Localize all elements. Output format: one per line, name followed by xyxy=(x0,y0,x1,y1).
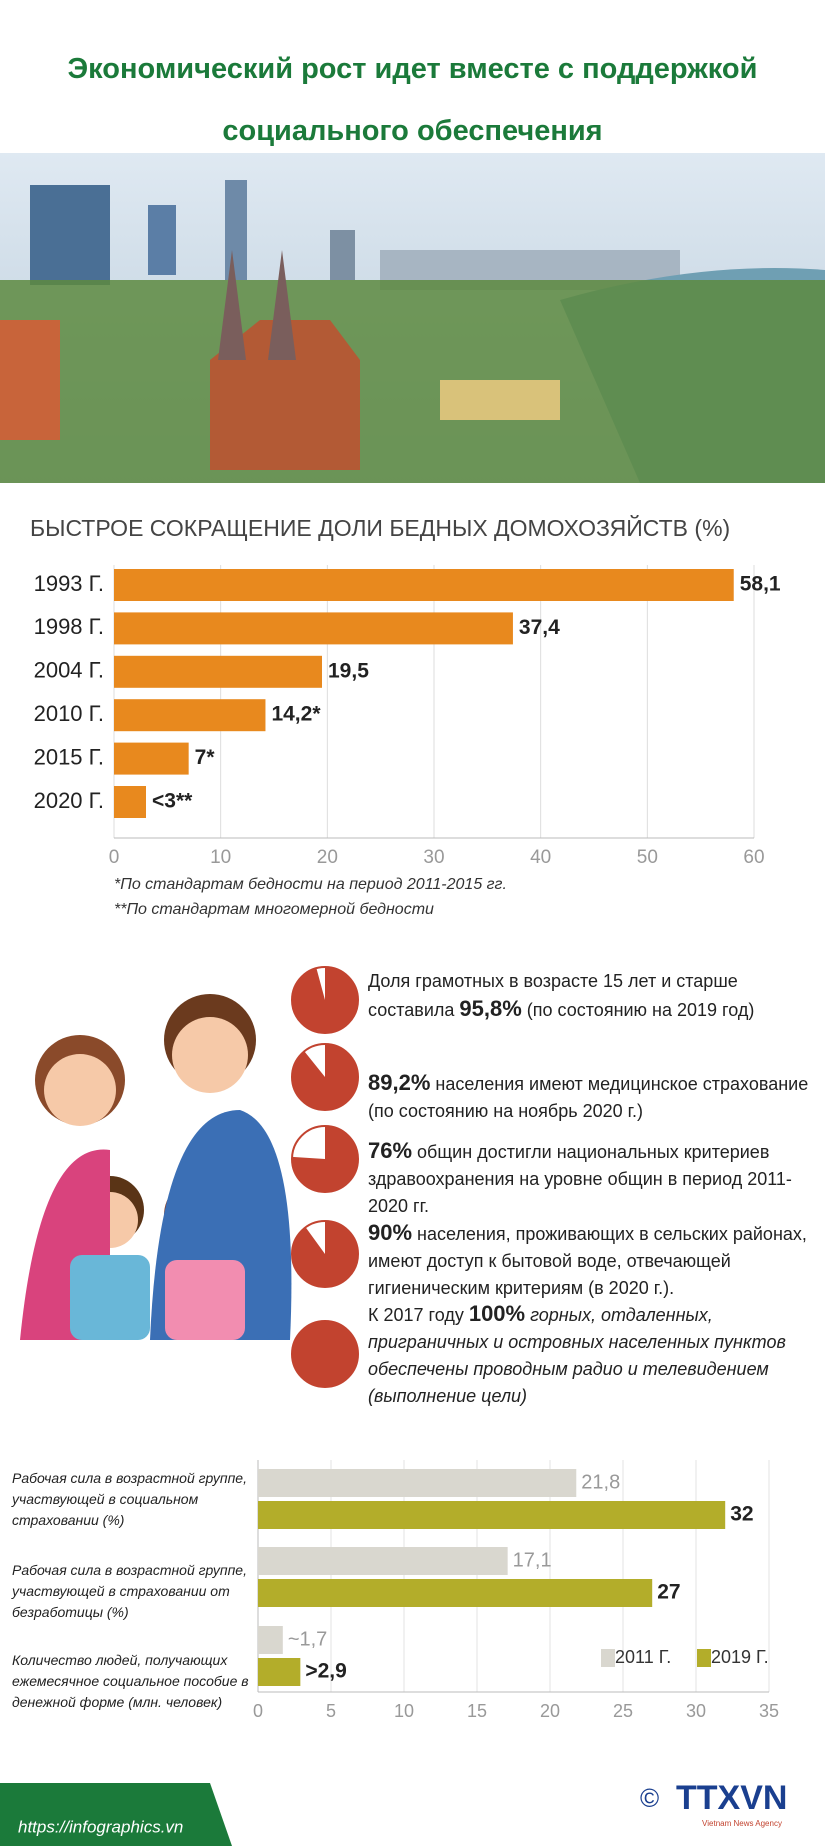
stat-text-before: Доля грамотных в возрасте 15 лет и старш… xyxy=(368,971,738,1020)
legend-swatch xyxy=(697,1649,711,1667)
x-tick-label: 30 xyxy=(686,1701,706,1721)
stat-value: 95,8% xyxy=(459,996,522,1021)
legend-label: 2019 Г. xyxy=(711,1647,769,1667)
footer-url: https://infographics.vn xyxy=(18,1817,183,1836)
stat-text-after: населения, проживающих в сельских района… xyxy=(368,1224,807,1298)
y-tick-label: 1993 Г. xyxy=(34,571,104,596)
value-label: 58,1 xyxy=(740,573,781,596)
pie-slice xyxy=(292,1321,358,1387)
bar xyxy=(114,786,146,818)
stat-text: К 2017 году 100% горных, отдаленных, при… xyxy=(368,1300,818,1410)
stat-text-after: (по состоянию на 2019 год) xyxy=(521,1000,755,1020)
x-tick-label: 10 xyxy=(210,847,231,868)
bar xyxy=(258,1469,577,1497)
bar xyxy=(114,612,513,645)
stat-text-after: общин достигли национальных критериев зд… xyxy=(368,1142,792,1216)
stat-text-after: горных, отдаленных, приграничных и остро… xyxy=(368,1305,786,1406)
y-tick-label: 1998 Г. xyxy=(34,614,104,639)
value-label: 17,1 xyxy=(513,1549,552,1571)
pie-slice xyxy=(291,967,358,1034)
value-label: 37,4 xyxy=(519,616,560,639)
stat-value: 89,2% xyxy=(368,1070,431,1095)
stat-text: 76% общин достигли национальных критерие… xyxy=(368,1137,818,1220)
pie-slice xyxy=(292,1126,359,1192)
pie-slice xyxy=(292,1044,359,1110)
x-tick-label: 40 xyxy=(530,847,551,868)
value-label: >2,9 xyxy=(305,1660,346,1683)
x-tick-label: 0 xyxy=(253,1701,263,1721)
stat-text-before: К 2017 году xyxy=(368,1305,469,1325)
stat-text: 90% населения, проживающих в сельских ра… xyxy=(368,1219,818,1302)
bar xyxy=(258,1547,508,1575)
bar xyxy=(114,569,734,601)
stat-text-after: населения имеют медицинское страхование … xyxy=(368,1074,809,1121)
y-tick-label: 2015 Г. xyxy=(34,744,104,769)
x-tick-label: 15 xyxy=(467,1701,487,1721)
stat-text: 89,2% населения имеют медицинское страхо… xyxy=(368,1069,818,1125)
stat-value: 90% xyxy=(368,1220,413,1245)
category-label: Рабочая сила в возрастной группе, участв… xyxy=(12,1562,247,1620)
footnote: **По стандартам многомерной бедности xyxy=(114,901,434,918)
family-illustration xyxy=(20,994,292,1340)
logo: TTXVN xyxy=(676,1779,787,1817)
x-tick-label: 50 xyxy=(637,847,658,868)
value-label: <3** xyxy=(152,790,193,813)
footnote: *По стандартам бедности на период 2011-2… xyxy=(114,876,507,893)
x-tick-label: 10 xyxy=(394,1701,414,1721)
bar xyxy=(258,1579,653,1607)
stat-value: 76% xyxy=(368,1138,413,1163)
bar xyxy=(258,1501,726,1529)
chart-title: БЫСТРОЕ СОКРАЩЕНИЕ ДОЛИ БЕДНЫХ ДОМОХОЗЯЙ… xyxy=(30,514,730,541)
x-tick-label: 0 xyxy=(109,847,120,868)
footer-band xyxy=(0,1783,232,1846)
category-label: Рабочая сила в возрастной группе, участв… xyxy=(12,1470,247,1528)
category-label: Количество людей, получающих ежемесячное… xyxy=(12,1652,249,1710)
city-photo xyxy=(0,153,825,483)
bar xyxy=(114,655,322,688)
value-label: ~1,7 xyxy=(288,1628,327,1650)
x-tick-label: 35 xyxy=(759,1701,779,1721)
x-tick-label: 60 xyxy=(743,847,764,868)
value-label: 7* xyxy=(195,746,216,769)
value-label: 32 xyxy=(730,1503,753,1526)
value-label: 21,8 xyxy=(581,1471,620,1493)
value-label: 27 xyxy=(657,1581,680,1604)
legend-swatch xyxy=(601,1649,615,1667)
page-title: Экономический рост идет вместе с поддерж… xyxy=(67,53,758,147)
bar xyxy=(258,1658,301,1686)
y-tick-label: 2004 Г. xyxy=(34,658,104,683)
y-tick-label: 2010 Г. xyxy=(34,701,104,726)
pie-slice xyxy=(292,1221,359,1287)
x-tick-label: 20 xyxy=(540,1701,560,1721)
bar xyxy=(258,1626,283,1654)
stat-value: 100% xyxy=(468,1301,526,1326)
x-tick-label: 20 xyxy=(317,847,338,868)
copyright: © xyxy=(640,1783,659,1813)
y-tick-label: 2020 Г. xyxy=(34,788,104,813)
legend-label: 2011 Г. xyxy=(615,1647,671,1667)
x-tick-label: 5 xyxy=(326,1701,336,1721)
x-tick-label: 30 xyxy=(423,847,444,868)
value-label: 14,2* xyxy=(271,703,321,726)
x-tick-label: 25 xyxy=(613,1701,633,1721)
stat-text: Доля грамотных в возрасте 15 лет и старш… xyxy=(368,968,818,1024)
logo-subtitle: Vietnam News Agency xyxy=(702,1819,782,1828)
bar xyxy=(114,742,189,775)
bar xyxy=(114,699,266,732)
value-label: 19,5 xyxy=(328,659,369,682)
